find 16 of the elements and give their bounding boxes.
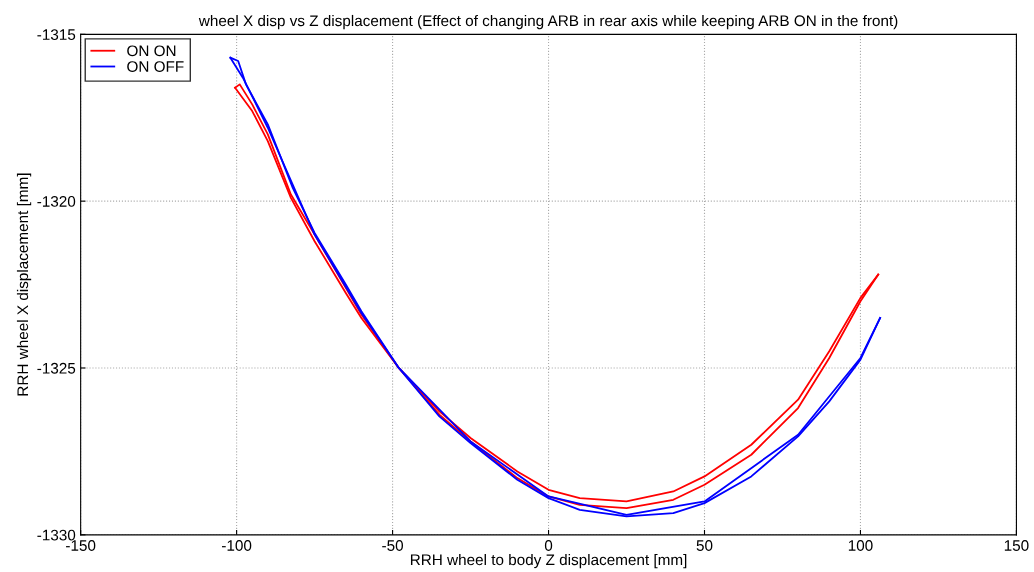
- y-tick-label: -1330: [37, 529, 76, 541]
- legend-label: ON ON: [127, 45, 176, 57]
- chart-title: wheel X disp vs Z displacement (Effect of changing ARB in rear axis while keeping ARB ON in the front): [198, 14, 898, 30]
- x-tick-label: 50: [696, 540, 713, 551]
- y-tick-label: -1325: [37, 362, 76, 374]
- x-tick-label: 0: [544, 540, 553, 551]
- x-tick-label: -150: [66, 540, 96, 551]
- y-axis-title: RRH wheel X displacement [mm]: [16, 173, 32, 396]
- x-tick-label: 150: [1004, 540, 1029, 551]
- x-tick-label: 100: [848, 540, 873, 551]
- y-tick-label: -1320: [37, 196, 76, 207]
- x-tick-label: -50: [382, 540, 404, 551]
- x-axis-title: RRH wheel to body Z displacement [mm]: [410, 553, 687, 569]
- legend-label: ON OFF: [127, 61, 184, 73]
- y-tick-label: -1315: [37, 29, 76, 41]
- x-tick-label: -100: [222, 540, 252, 551]
